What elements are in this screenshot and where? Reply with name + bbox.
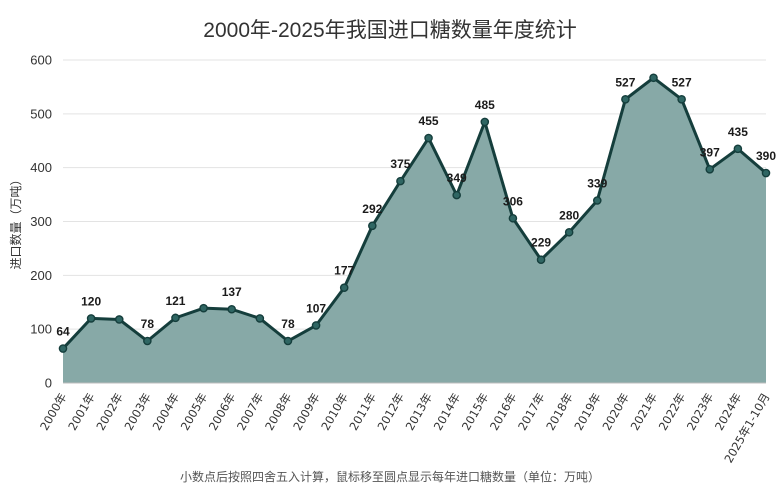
data-label: 306 xyxy=(503,194,523,208)
data-point[interactable] xyxy=(143,336,152,346)
data-label: 375 xyxy=(390,157,410,171)
data-point[interactable] xyxy=(677,94,686,104)
chart-footer-note: 小数点后按照四舍五入计算，鼠标移至圆点显示每年进口糖数量（单位：万吨） xyxy=(179,470,600,484)
data-point[interactable] xyxy=(705,164,715,174)
data-point[interactable] xyxy=(58,344,68,353)
series-line xyxy=(61,76,767,350)
data-label: 455 xyxy=(419,114,439,128)
data-point[interactable] xyxy=(339,283,349,293)
data-point[interactable] xyxy=(255,314,265,323)
y-tick-label: 600 xyxy=(30,53,52,68)
y-tick-label: 400 xyxy=(30,160,52,175)
y-tick-label: 100 xyxy=(30,322,52,337)
data-point[interactable] xyxy=(480,117,490,127)
y-tick-label: 0 xyxy=(45,376,52,391)
data-label: 78 xyxy=(281,317,295,331)
data-label: 397 xyxy=(700,145,720,159)
data-point[interactable] xyxy=(171,313,180,323)
data-label: 349 xyxy=(447,171,467,185)
data-label: 177 xyxy=(334,264,354,278)
data-point[interactable] xyxy=(733,144,743,154)
data-point[interactable] xyxy=(761,168,771,178)
data-label: 339 xyxy=(587,177,607,191)
data-point[interactable] xyxy=(199,303,208,313)
chart-title: 2000年-2025年我国进口糖数量年度统计 xyxy=(203,19,577,42)
y-tick-label: 300 xyxy=(30,214,52,229)
area-fill xyxy=(63,77,766,383)
data-point[interactable] xyxy=(86,314,96,323)
data-point[interactable] xyxy=(311,321,321,330)
data-point[interactable] xyxy=(368,221,377,231)
data-label: 390 xyxy=(756,149,776,163)
data-label: 527 xyxy=(672,75,692,89)
data-label: 435 xyxy=(728,125,748,139)
data-label: 485 xyxy=(475,98,495,112)
y-axis-label: 进口数量（万吨） xyxy=(8,173,23,269)
data-point[interactable] xyxy=(452,190,461,200)
y-tick-label: 500 xyxy=(30,106,52,121)
data-point[interactable] xyxy=(536,255,546,265)
data-label: 229 xyxy=(531,236,551,250)
data-label: 527 xyxy=(615,75,635,89)
data-label: 120 xyxy=(81,294,101,308)
y-tick-label: 200 xyxy=(30,268,52,283)
data-point[interactable] xyxy=(424,133,433,143)
data-point[interactable] xyxy=(592,196,602,205)
data-label: 78 xyxy=(141,317,155,331)
data-point[interactable] xyxy=(649,73,658,83)
data-label: 64 xyxy=(56,325,70,339)
data-point[interactable] xyxy=(564,227,574,237)
data-label: 121 xyxy=(165,294,185,308)
data-label: 107 xyxy=(306,301,326,315)
data-label: 280 xyxy=(559,208,579,222)
data-label: 137 xyxy=(222,285,242,299)
data-point[interactable] xyxy=(227,304,237,314)
data-point[interactable] xyxy=(508,213,518,223)
data-point[interactable] xyxy=(621,94,630,104)
data-point[interactable] xyxy=(283,336,293,346)
data-point[interactable] xyxy=(396,176,405,186)
data-point[interactable] xyxy=(114,315,124,324)
data-label: 292 xyxy=(362,202,382,216)
